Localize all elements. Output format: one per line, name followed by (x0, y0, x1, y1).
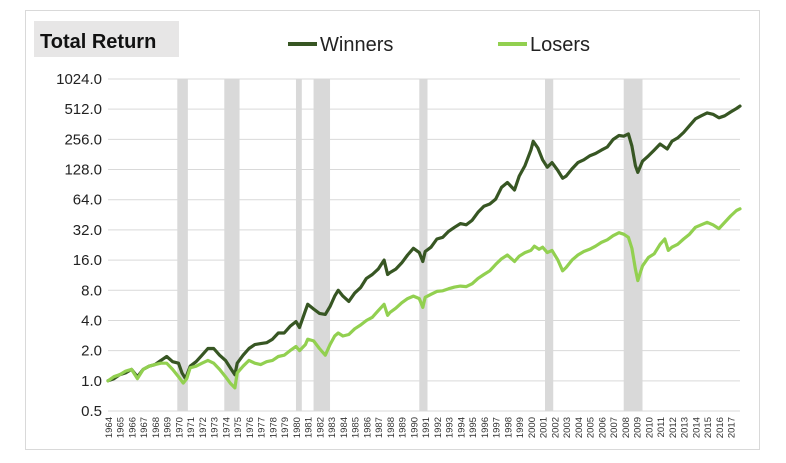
recession-band-2 (295, 79, 302, 411)
x-tick-label: 2002 (550, 417, 561, 438)
x-tick-label: 1991 (421, 417, 432, 438)
y-tick-label: 16.0 (73, 252, 102, 269)
x-tick-label: 1990 (409, 417, 420, 438)
x-tick-label: 2013 (680, 417, 691, 438)
x-tick-label: 2016 (715, 417, 726, 438)
legend-label-losers: Losers (530, 34, 590, 56)
y-tick-label: 1024.0 (56, 71, 102, 88)
x-tick-label: 2011 (656, 417, 667, 437)
x-tick-label: 1999 (515, 417, 526, 438)
x-tick-label: 1978 (269, 417, 280, 438)
y-tick-label: 4.0 (81, 312, 102, 329)
x-tick-label: 1993 (445, 417, 456, 438)
x-tick-label: 1971 (186, 417, 197, 438)
x-tick-label: 2009 (633, 417, 644, 438)
x-tick-label: 1965 (116, 417, 127, 438)
x-tick-label: 1977 (257, 417, 268, 438)
x-tick-label: 1976 (245, 417, 256, 438)
x-axis: 1964 1965 1966 1967 1968 1969 1970 1971 1972 1973… (104, 417, 738, 438)
x-tick-label: 1985 (351, 417, 362, 438)
y-axis: 0.5 1.0 2.0 4.0 8.0 16.0 32.0 64.0 128.0 256.0 512… (56, 71, 102, 420)
y-tick-label: 256.0 (64, 131, 102, 148)
x-tick-label: 1987 (374, 417, 385, 438)
x-tick-label: 1981 (304, 417, 315, 438)
x-tick-label: 2010 (644, 417, 655, 438)
x-tick-label: 1975 (233, 417, 244, 438)
x-tick-label: 1995 (468, 417, 479, 438)
x-tick-label: 1979 (280, 417, 291, 438)
x-tick-label: 1988 (386, 417, 397, 438)
y-tick-label: 512.0 (64, 101, 102, 118)
recession-band-4 (419, 79, 428, 411)
x-tick-label: 1982 (315, 417, 326, 438)
legend: Winners Losers (288, 34, 590, 56)
x-tick-label: 1984 (339, 417, 350, 438)
recession-band-5 (544, 79, 554, 411)
y-tick-label: 1.0 (81, 373, 102, 390)
x-tick-label: 1974 (222, 417, 233, 438)
x-tick-label: 2015 (703, 417, 714, 438)
gridlines (108, 78, 740, 412)
recession-band-6 (623, 79, 643, 411)
x-tick-label: 1968 (151, 417, 162, 438)
y-tick-label: 8.0 (81, 282, 102, 299)
recession-band-3 (313, 79, 331, 411)
legend-label-winners: Winners (320, 34, 393, 56)
x-tick-label: 1996 (480, 417, 491, 438)
x-tick-label: 2017 (727, 417, 738, 438)
chart-frame: Total Return Winners Losers 0.5 1.0 2.0 4.0… (25, 10, 760, 450)
series-line-winners (106, 104, 742, 383)
x-tick-label: 1966 (128, 417, 139, 438)
y-tick-label: 0.5 (81, 403, 102, 420)
series-line-losers (106, 207, 742, 390)
x-tick-label: 1980 (292, 417, 303, 438)
x-tick-label: 1997 (492, 417, 503, 438)
y-tick-label: 2.0 (81, 343, 102, 360)
x-tick-label: 2007 (609, 417, 620, 438)
chart-title: Total Return (40, 31, 156, 53)
recession-bands (177, 79, 643, 411)
x-tick-label: 2008 (621, 417, 632, 438)
series-lines (106, 104, 742, 390)
total-return-chart: Total Return Winners Losers 0.5 1.0 2.0 4.0… (34, 21, 742, 438)
x-tick-label: 1964 (104, 417, 115, 438)
x-tick-label: 2001 (539, 417, 550, 438)
chart-title-box (34, 21, 179, 57)
recession-band-0 (177, 79, 188, 411)
x-tick-label: 1969 (163, 417, 174, 438)
y-tick-label: 128.0 (64, 162, 102, 179)
x-tick-label: 1986 (362, 417, 373, 438)
x-tick-label: 2005 (586, 417, 597, 438)
x-tick-label: 1992 (433, 417, 444, 438)
x-tick-label: 1998 (503, 417, 514, 438)
x-tick-label: 1970 (175, 417, 186, 438)
recession-band-1 (224, 79, 240, 411)
x-tick-label: 2012 (668, 417, 679, 438)
x-tick-label: 2000 (527, 417, 538, 438)
x-tick-label: 1994 (456, 417, 467, 438)
x-tick-label: 1973 (210, 417, 221, 438)
x-tick-label: 2014 (691, 417, 702, 438)
x-tick-label: 1989 (398, 417, 409, 438)
y-tick-label: 64.0 (73, 192, 102, 209)
x-tick-label: 2006 (597, 417, 608, 438)
x-tick-label: 1983 (327, 417, 338, 438)
x-tick-label: 2003 (562, 417, 573, 438)
x-tick-label: 2004 (574, 417, 585, 438)
x-tick-label: 1972 (198, 417, 209, 438)
x-tick-label: 1967 (139, 417, 150, 438)
y-tick-label: 32.0 (73, 222, 102, 239)
